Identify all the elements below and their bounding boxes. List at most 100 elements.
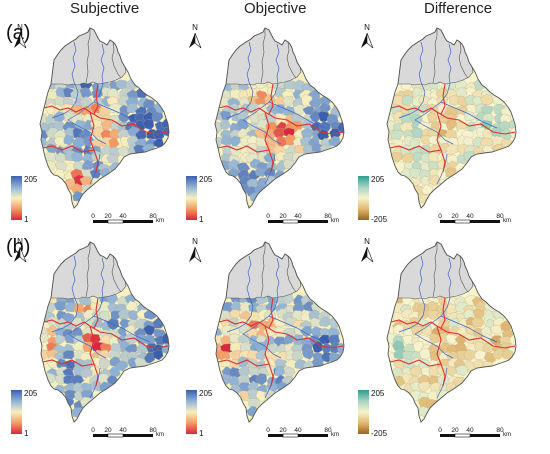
county-boundary (390, 319, 438, 327)
map-subjective-a (39, 27, 170, 209)
river (100, 43, 105, 85)
basin-outline (214, 27, 345, 209)
township-unit (230, 88, 242, 99)
sub-basin-divider (85, 242, 91, 298)
basin-outline (39, 27, 170, 209)
township-unit (283, 79, 296, 90)
township-unit (109, 366, 121, 377)
scale-tick-label: 40 (466, 213, 474, 220)
township-unit (283, 159, 294, 170)
township-unit (455, 365, 469, 376)
river (242, 119, 282, 145)
township-unit (492, 347, 505, 360)
north-arrow-icon: N (361, 23, 374, 49)
river (440, 315, 498, 343)
basin-outline (386, 27, 517, 209)
county-boundary (440, 297, 446, 329)
river (226, 81, 254, 119)
township-unit (392, 324, 404, 336)
legend-min-label: 1 (24, 429, 29, 438)
legend-min-label: 1 (199, 215, 204, 224)
county-boundary (264, 111, 344, 135)
river (398, 81, 426, 119)
county-boundary (436, 325, 516, 349)
legend-color-ramp (11, 176, 22, 220)
north-label: N (364, 23, 370, 32)
legend-color-ramp (11, 390, 22, 434)
map-subjective-b (39, 241, 170, 423)
map-difference-a (386, 27, 517, 209)
township-unit (427, 310, 440, 320)
scale-unit-label: km (503, 218, 511, 224)
township-unit (321, 351, 333, 363)
scale-unit-label: km (156, 218, 164, 224)
township-unit (98, 357, 111, 370)
sub-basin-divider (85, 28, 91, 84)
river (414, 333, 454, 359)
county-boundary (440, 83, 446, 115)
scale-unit-label: km (503, 432, 511, 438)
north-arrow-icon: N (14, 237, 27, 263)
township-unit (411, 127, 424, 139)
township-unit (118, 308, 131, 320)
row-label-b: (b) (6, 236, 31, 258)
legend-color-ramp (186, 176, 197, 220)
scale-tick-label: 0 (266, 427, 270, 434)
township-unit (419, 347, 431, 360)
scale-tick-label: 40 (119, 213, 127, 220)
county-boundary (89, 111, 169, 135)
river (268, 101, 326, 129)
river (242, 297, 279, 335)
township-unit (474, 349, 486, 361)
legend-min-label: 1 (199, 429, 204, 438)
township-unit (72, 136, 86, 148)
sub-basin-divider (458, 41, 469, 79)
scale-unit-label: km (331, 432, 339, 438)
township-units (40, 242, 169, 422)
river (51, 295, 79, 333)
upstream-area (225, 241, 302, 300)
river (71, 41, 77, 83)
upstream-area (397, 241, 474, 300)
river (226, 295, 254, 333)
scale-tick-label: 80 (324, 427, 332, 434)
north-arrow-icon: N (14, 23, 27, 49)
north-label: N (17, 23, 23, 32)
legend-min-label: -205 (371, 215, 388, 224)
river (275, 257, 280, 299)
north-label: N (364, 237, 370, 246)
river (440, 101, 498, 129)
river (246, 255, 252, 297)
township-unit (319, 316, 331, 327)
scale-tick-label: 0 (266, 213, 270, 220)
scale-tick-label: 80 (496, 427, 504, 434)
basin-outline (39, 241, 170, 423)
scale-tick-label: 80 (149, 213, 157, 220)
river (414, 297, 451, 335)
township-unit (90, 380, 103, 392)
township-unit (82, 309, 95, 320)
river (414, 83, 451, 121)
county-boundary (268, 297, 274, 329)
north-arrow-icon: N (189, 23, 202, 49)
north-arrow-icon: N (361, 237, 374, 263)
township-unit (99, 311, 111, 321)
county-boundary (42, 145, 95, 153)
township-unit (239, 301, 252, 313)
upstream-area (50, 27, 127, 86)
north-label: N (192, 23, 198, 32)
township-unit (161, 118, 169, 130)
river (67, 83, 104, 121)
map-objective-a (214, 27, 345, 209)
scale-tick-label: 20 (451, 213, 459, 220)
river (67, 119, 107, 145)
river (71, 255, 77, 297)
township-unit (412, 151, 423, 163)
township-unit (55, 160, 68, 172)
scale-tick-label: 0 (438, 427, 442, 434)
river (93, 315, 151, 343)
county-boundary (389, 359, 442, 367)
